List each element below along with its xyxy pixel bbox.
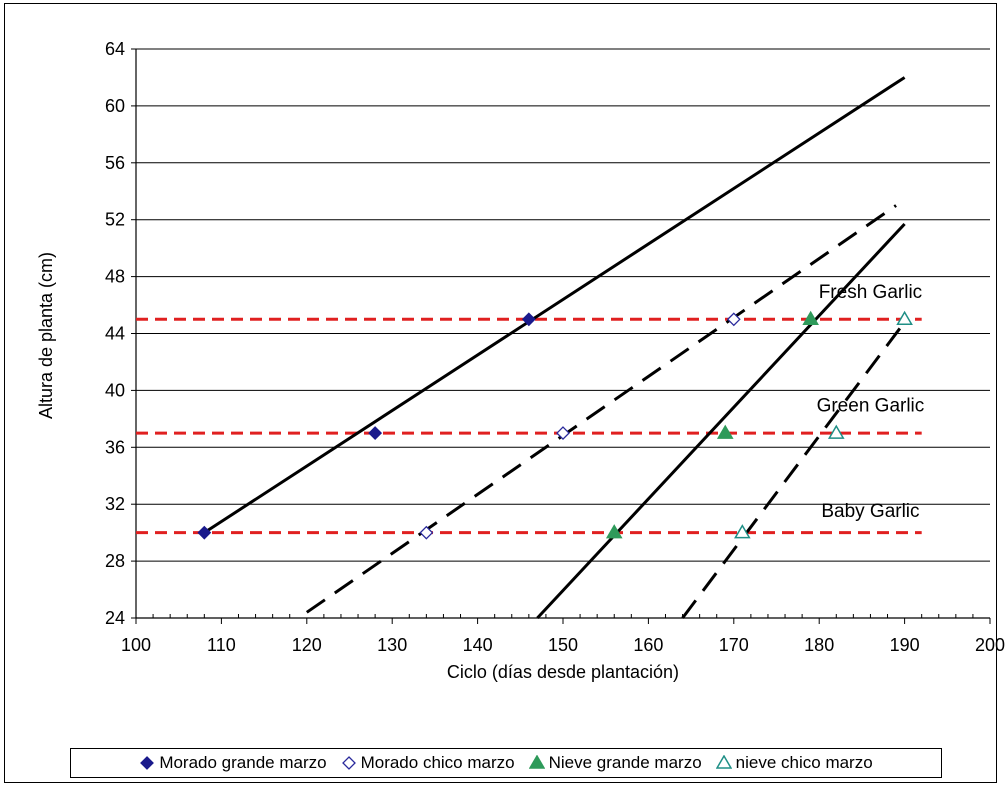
data-point-series-0 — [368, 426, 383, 440]
data-point-series-1 — [556, 426, 570, 440]
legend-label: Morado grande marzo — [159, 753, 327, 772]
data-point-series-3 — [734, 524, 751, 539]
chart-frame — [4, 3, 997, 783]
trendline-3 — [681, 321, 906, 619]
data-point-series-2 — [802, 310, 819, 326]
x-tick-label: 110 — [207, 635, 236, 655]
legend-label: nieve chico marzo — [735, 753, 873, 772]
legend-marker — [528, 755, 545, 769]
data-point-series-2 — [605, 524, 623, 539]
y-tick-label: 40 — [105, 380, 125, 400]
legend-marker-icon — [528, 755, 545, 769]
x-tick-label: 200 — [975, 635, 1005, 655]
y-axis-title: Altura de planta (cm) — [36, 252, 56, 419]
x-tick-label: 150 — [548, 635, 578, 655]
x-tick-label: 160 — [633, 635, 663, 655]
legend-item: Morado grande marzo — [139, 753, 327, 773]
legend-label: Nieve grande marzo — [548, 753, 702, 772]
x-tick-label: 120 — [292, 635, 322, 655]
legend-marker — [140, 756, 155, 770]
data-point-series-3 — [827, 424, 845, 439]
trendline-2 — [536, 222, 906, 620]
x-tick-label: 180 — [804, 635, 834, 655]
trendline-0 — [203, 76, 906, 534]
y-tick-label: 48 — [105, 267, 125, 287]
y-tick-label: 52 — [105, 210, 125, 230]
data-point-series-3 — [896, 310, 913, 326]
legend-marker — [715, 755, 732, 769]
data-point-series-0 — [521, 312, 536, 327]
legend-marker-icon — [140, 756, 155, 770]
legend-item: Nieve grande marzo — [528, 753, 702, 773]
y-tick-label: 36 — [105, 437, 125, 457]
data-point-series-1 — [419, 525, 434, 540]
legend: Morado grande marzo Morado chico marzo Nie… — [70, 748, 942, 778]
y-tick-label: 56 — [105, 153, 125, 173]
x-tick-label: 130 — [377, 635, 407, 655]
y-tick-label: 64 — [105, 39, 125, 59]
legend-item: nieve chico marzo — [715, 753, 873, 773]
legend-marker — [341, 756, 356, 770]
y-tick-label: 24 — [105, 608, 125, 628]
legend-marker-icon — [341, 756, 356, 770]
y-tick-label: 60 — [105, 96, 125, 116]
x-tick-label: 190 — [890, 635, 920, 655]
legend-marker-icon — [715, 755, 732, 769]
x-tick-label: 170 — [719, 635, 749, 655]
y-tick-label: 32 — [105, 494, 125, 514]
data-point-series-1 — [726, 312, 741, 327]
reference-line-label: Green Garlic — [817, 396, 925, 417]
x-tick-label: 100 — [121, 635, 151, 655]
x-axis-title: Ciclo (días desde plantación) — [447, 662, 679, 682]
y-tick-label: 44 — [105, 324, 125, 344]
trendline-1 — [305, 204, 897, 614]
reference-line-label: Baby Garlic — [821, 501, 919, 522]
legend-item: Morado chico marzo — [341, 753, 515, 773]
y-tick-label: 28 — [105, 551, 125, 571]
legend-label: Morado chico marzo — [360, 753, 515, 772]
data-point-series-0 — [197, 525, 212, 540]
x-tick-label: 140 — [463, 635, 493, 655]
data-point-series-2 — [716, 424, 734, 439]
